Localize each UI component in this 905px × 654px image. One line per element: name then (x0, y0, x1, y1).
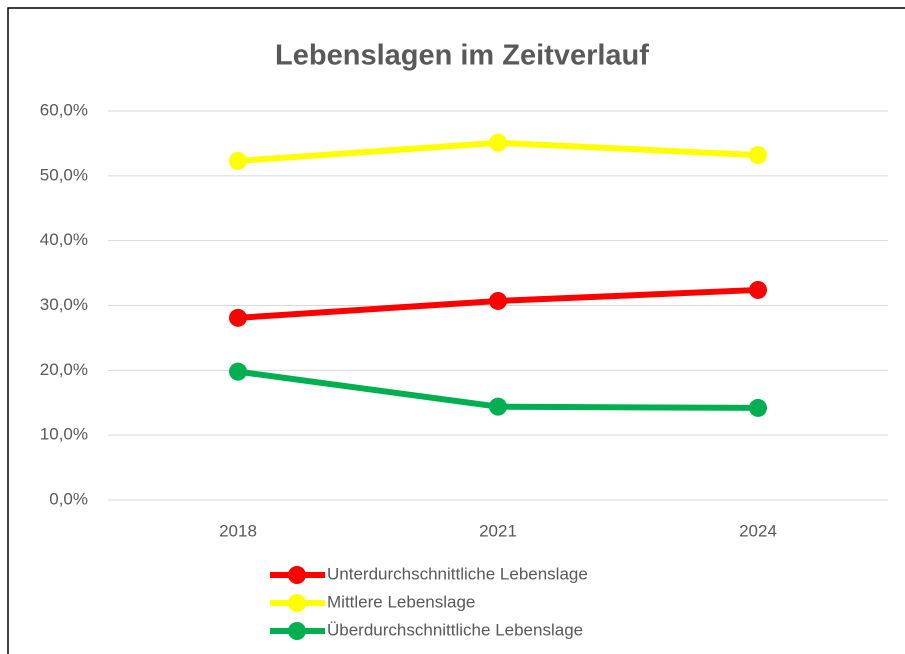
marker (229, 151, 247, 170)
legend-label: Überdurchschnittliche Lebenslage (327, 620, 583, 639)
marker (749, 398, 767, 417)
legend-label: Unterdurchschnittliche Lebenslage (327, 564, 588, 583)
y-tick-label: 50,0% (40, 165, 88, 184)
y-tick-label: 40,0% (40, 230, 88, 249)
marker (229, 362, 247, 381)
legend-marker (288, 566, 306, 584)
marker (489, 397, 507, 416)
x-tick-label: 2021 (479, 521, 517, 540)
marker (489, 291, 507, 310)
y-tick-label: 20,0% (40, 360, 88, 379)
x-tick-label: 2024 (739, 521, 777, 540)
legend-label: Mittlere Lebenslage (327, 592, 475, 611)
legend-marker (288, 594, 306, 612)
y-tick-label: 10,0% (40, 425, 88, 444)
marker (749, 146, 767, 165)
x-tick-label: 2018 (219, 521, 257, 540)
marker (749, 280, 767, 299)
marker (229, 308, 247, 327)
y-tick-label: 30,0% (40, 295, 88, 314)
legend-marker (288, 622, 306, 640)
y-tick-label: 60,0% (40, 100, 88, 119)
marker (489, 133, 507, 152)
y-tick-label: 0,0% (49, 489, 88, 508)
chart-title: Lebenslagen im Zeitverlauf (275, 40, 649, 72)
chart-border (7, 7, 905, 654)
